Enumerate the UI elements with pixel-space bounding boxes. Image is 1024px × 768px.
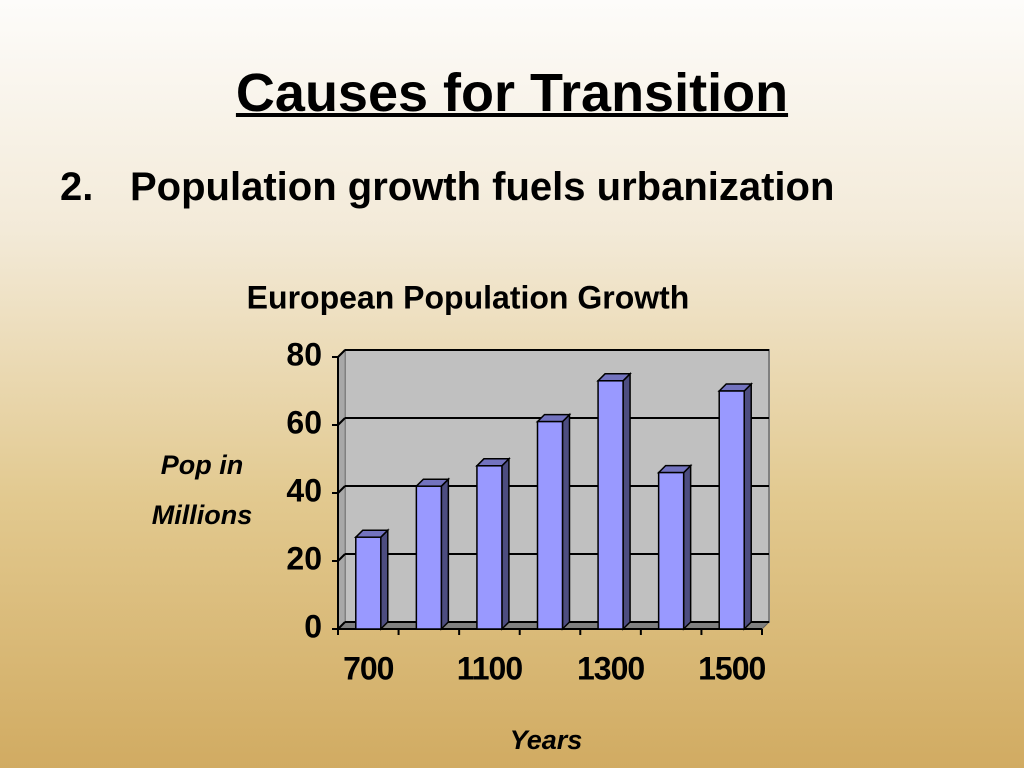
bar-side [440, 477, 450, 631]
bar [597, 380, 624, 630]
bar-side [622, 371, 631, 631]
grid-line [337, 349, 346, 358]
grid-line [337, 621, 346, 630]
slide-title: Causes for Transition [235, 63, 789, 123]
bar [476, 465, 503, 630]
bullet-text: Population growth fuels urbanization [130, 165, 835, 209]
bar-side [501, 456, 510, 631]
x-tick-label: 1300 [577, 650, 644, 686]
bar [536, 420, 564, 630]
x-tick-label: 1100 [457, 650, 523, 686]
y-axis-title: Pop in Millions [151, 450, 253, 530]
y-tick-label: 20 [286, 540, 322, 576]
x-tick-label: 1500 [698, 650, 765, 686]
bullet-number: 2. [60, 165, 94, 209]
chart-title: European Population Growth [247, 279, 690, 315]
y-tick-label: 0 [304, 608, 322, 644]
y-tick-label: 60 [286, 404, 322, 440]
bar-side [743, 382, 752, 631]
bar [355, 536, 382, 630]
grid-line [337, 485, 346, 494]
x-axis-title: Years [510, 725, 583, 755]
bar [415, 485, 443, 630]
bar-side [561, 412, 571, 631]
grid-line [337, 417, 346, 426]
bar [718, 390, 745, 630]
x-tick-label: 700 [343, 650, 394, 686]
bar-side [682, 463, 692, 631]
grid-line [337, 553, 346, 562]
y-tick-label: 40 [286, 472, 322, 508]
bar [657, 471, 685, 630]
y-tick-label: 80 [286, 336, 322, 372]
bar-side [380, 528, 389, 631]
